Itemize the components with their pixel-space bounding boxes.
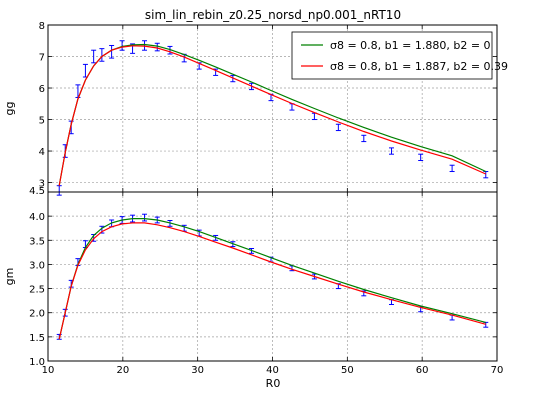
x-tick-label: 40: [266, 365, 279, 376]
y-tick-label: 4: [39, 147, 45, 158]
y-axis-label: gg: [3, 102, 16, 116]
y-tick-label: 3.5: [29, 236, 45, 247]
y-tick-label: 4.5: [29, 186, 45, 197]
x-tick-label: 10: [42, 365, 55, 376]
y-tick-label: 2.0: [29, 309, 45, 320]
y-tick-label: 1.5: [29, 333, 45, 344]
y-tick-label: 7: [39, 53, 45, 64]
x-tick-label: 50: [341, 365, 354, 376]
chart-title: sim_lin_rebin_z0.25_norsd_np0.001_nRT10: [145, 8, 401, 22]
x-tick-label: 70: [491, 365, 504, 376]
legend: σ8 = 0.8, b1 = 1.880, b2 = 0 σ8 = 0.8, b1…: [292, 32, 508, 79]
x-tick-label: 30: [191, 365, 204, 376]
y-tick-label: 6: [39, 84, 45, 95]
x-axis-label: R0: [266, 377, 281, 390]
y-tick-label: 8: [39, 21, 45, 32]
legend-entry-1: σ8 = 0.8, b1 = 1.880, b2 = 0: [330, 39, 491, 52]
x-tick-label: 60: [416, 365, 429, 376]
legend-entry-2: σ8 = 0.8, b1 = 1.887, b2 = 0.39: [330, 60, 508, 73]
x-tick-label: 20: [116, 365, 129, 376]
y-tick-label: 4.0: [29, 212, 45, 223]
y-tick-label: 5: [39, 116, 45, 127]
y-tick-label: 3.0: [29, 260, 45, 271]
y-axis-label: gm: [3, 268, 16, 286]
y-tick-label: 2.5: [29, 285, 45, 296]
